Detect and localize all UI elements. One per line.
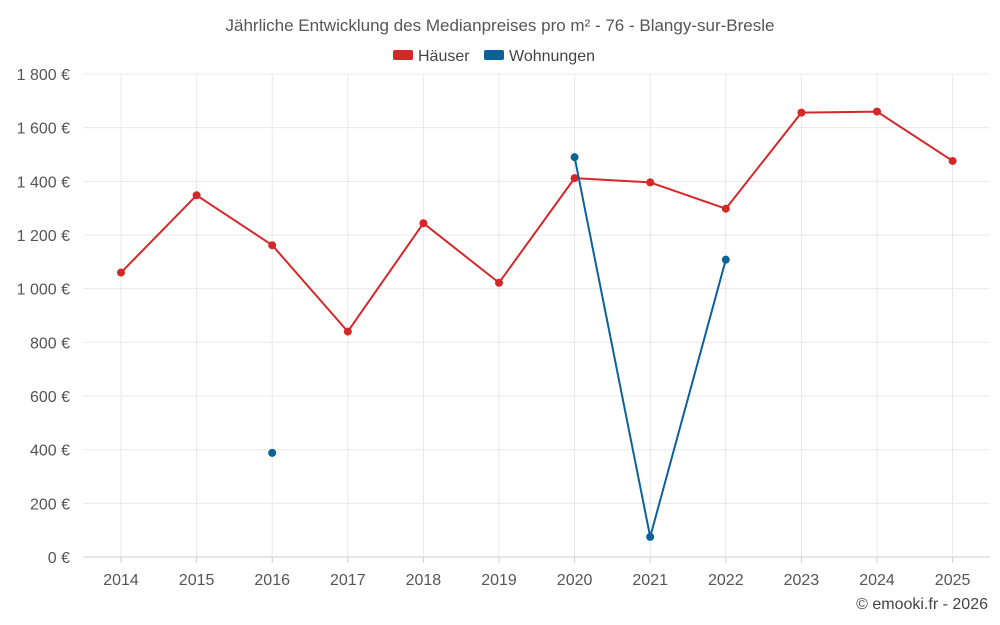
data-point-houses[interactable] [646,178,655,187]
x-tick-label: 2019 [481,572,517,589]
x-axis: 2014 2015 2016 2017 2018 2019 2020 2021 2022 2023… [103,557,970,589]
x-tick-label: 2022 [708,572,744,589]
legend-swatch-houses [393,50,413,60]
y-tick-label: 400 € [30,443,70,460]
y-tick-label: 1 600 € [17,121,70,138]
series-layer [117,107,957,541]
data-point-houses[interactable] [873,107,881,116]
data-point-houses[interactable] [721,204,730,213]
y-tick-label: 1 000 € [17,282,70,299]
x-tick-label: 2016 [254,572,290,589]
legend-item-apartments[interactable]: Wohnungen [484,48,595,65]
legend-item-houses[interactable]: Häuser [393,48,470,65]
y-tick-label: 600 € [30,389,70,406]
y-tick-label: 800 € [30,335,70,352]
data-point-houses[interactable] [570,174,579,183]
data-point-apartments[interactable] [570,153,579,162]
legend-swatch-apartments [484,50,504,60]
data-point-houses[interactable] [343,327,352,336]
x-tick-label: 2020 [557,572,593,589]
data-point-houses[interactable] [419,219,428,228]
data-point-houses[interactable] [117,268,125,277]
x-tick-label: 2025 [935,572,971,589]
x-tick-label: 2014 [103,572,139,589]
x-tick-label: 2021 [632,572,668,589]
y-tick-label: 200 € [30,496,70,513]
data-point-houses[interactable] [495,278,503,287]
data-point-houses[interactable] [797,108,806,117]
data-point-apartments[interactable] [268,448,277,457]
data-point-houses[interactable] [192,191,201,200]
x-tick-label: 2024 [859,572,895,589]
legend-label-apartments: Wohnungen [509,48,595,65]
series-line-houses [120,110,954,333]
data-point-apartments[interactable] [646,532,655,541]
y-tick-label: 1 400 € [17,174,70,191]
y-tick-label: 0 € [48,550,70,567]
x-tick-label: 2015 [179,572,215,589]
credit: © emooki.fr - 2026 [856,596,988,613]
y-axis: 0 € 200 € 400 € 600 € 800 € 1 000 € 1 200 € 1 4… [17,67,70,567]
y-tick-label: 1 800 € [17,67,70,84]
y-tick-label: 1 200 € [17,228,70,245]
chart-title: Jährliche Entwicklung des Medianpreises … [226,16,775,35]
grid [83,73,990,558]
x-tick-label: 2018 [406,572,442,589]
legend: Häuser Wohnungen [393,48,595,65]
legend-label-houses: Häuser [418,48,470,65]
data-point-apartments[interactable] [721,255,730,264]
data-point-houses[interactable] [268,241,277,250]
x-tick-label: 2023 [784,572,820,589]
x-tick-label: 2017 [330,572,366,589]
data-point-houses[interactable] [948,156,957,165]
